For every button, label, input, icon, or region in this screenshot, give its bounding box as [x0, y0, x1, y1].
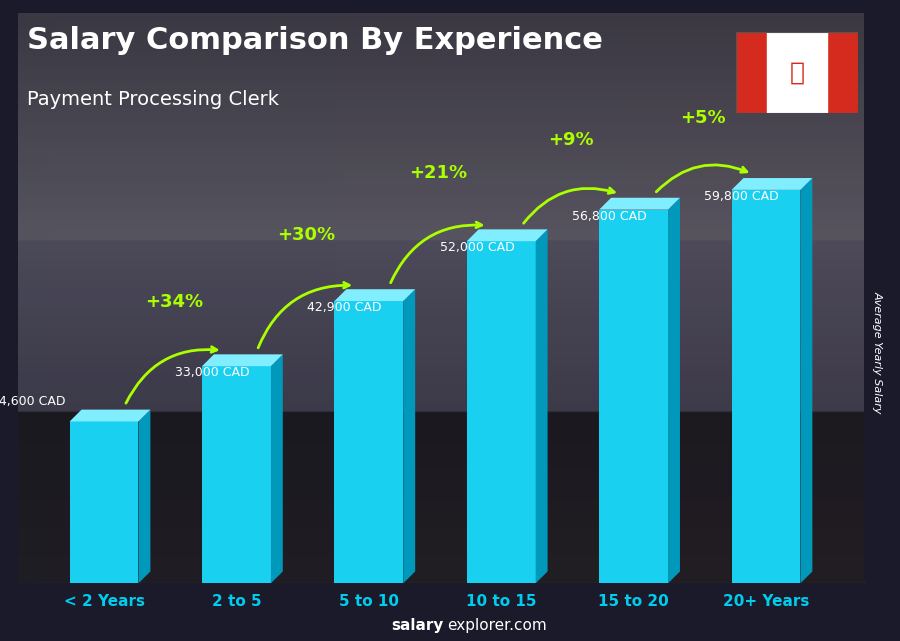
Text: 24,600 CAD: 24,600 CAD	[0, 395, 66, 408]
Text: explorer.com: explorer.com	[447, 618, 547, 633]
Text: +5%: +5%	[680, 109, 726, 127]
Polygon shape	[467, 229, 547, 241]
Polygon shape	[202, 354, 283, 366]
Bar	[335, 301, 403, 583]
Text: 42,900 CAD: 42,900 CAD	[307, 301, 382, 314]
Polygon shape	[800, 178, 813, 583]
Bar	[736, 31, 767, 113]
Bar	[467, 241, 536, 583]
Text: +30%: +30%	[277, 226, 335, 244]
Polygon shape	[335, 289, 415, 301]
Text: 56,800 CAD: 56,800 CAD	[572, 210, 646, 222]
Text: 🍁: 🍁	[789, 60, 805, 84]
Text: Payment Processing Clerk: Payment Processing Clerk	[27, 90, 279, 109]
Text: +34%: +34%	[145, 293, 202, 311]
Bar	[202, 366, 271, 583]
Polygon shape	[271, 354, 283, 583]
Polygon shape	[599, 198, 680, 210]
Polygon shape	[403, 289, 415, 583]
Bar	[827, 31, 858, 113]
Bar	[767, 31, 827, 113]
Polygon shape	[732, 178, 813, 190]
Bar	[732, 190, 800, 583]
Bar	[599, 210, 668, 583]
Text: Average Yearly Salary: Average Yearly Salary	[872, 291, 883, 414]
Polygon shape	[668, 198, 680, 583]
Bar	[69, 422, 139, 583]
Polygon shape	[139, 410, 150, 583]
Polygon shape	[69, 410, 150, 422]
Text: 33,000 CAD: 33,000 CAD	[175, 366, 249, 379]
Text: Salary Comparison By Experience: Salary Comparison By Experience	[27, 26, 603, 54]
Text: salary: salary	[392, 618, 444, 633]
Polygon shape	[536, 229, 547, 583]
Text: 59,800 CAD: 59,800 CAD	[705, 190, 779, 203]
Text: +21%: +21%	[410, 164, 467, 182]
Text: 52,000 CAD: 52,000 CAD	[439, 241, 514, 254]
Text: +9%: +9%	[548, 131, 594, 149]
